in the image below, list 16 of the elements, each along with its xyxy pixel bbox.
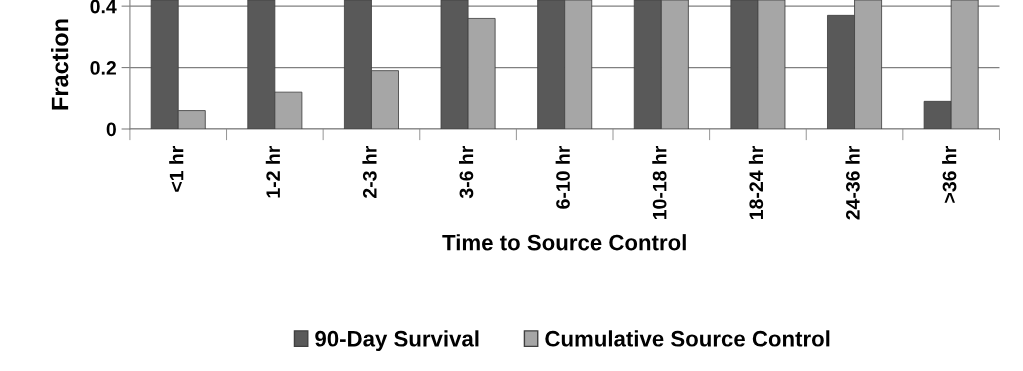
x-axis-title: Time to Source Control: [442, 234, 686, 251]
x-tick-label: >36 hr: [942, 145, 957, 203]
x-tick-label: 24-36 hr: [845, 145, 860, 220]
x-tick-label: 3-6 hr: [459, 145, 474, 199]
y-axis-title: Fraction: [51, 19, 69, 110]
y-tick-label: 0.4: [90, 0, 117, 14]
y-tick-label: 0: [106, 122, 116, 137]
x-tick-label: <1 hr: [169, 145, 184, 192]
legend-label: 90-Day Survival: [315, 330, 479, 351]
x-tick-label: 6-10 hr: [555, 145, 570, 209]
x-tick-label: 18-24 hr: [748, 145, 764, 220]
legend-label: Cumulative Source Control: [545, 330, 830, 347]
x-tick-label: 2-3 hr: [362, 145, 377, 198]
x-tick-label: 1-2 hr: [265, 145, 280, 198]
y-tick-label: 0.2: [90, 61, 116, 75]
x-tick-label: 10-18 hr: [652, 145, 667, 220]
